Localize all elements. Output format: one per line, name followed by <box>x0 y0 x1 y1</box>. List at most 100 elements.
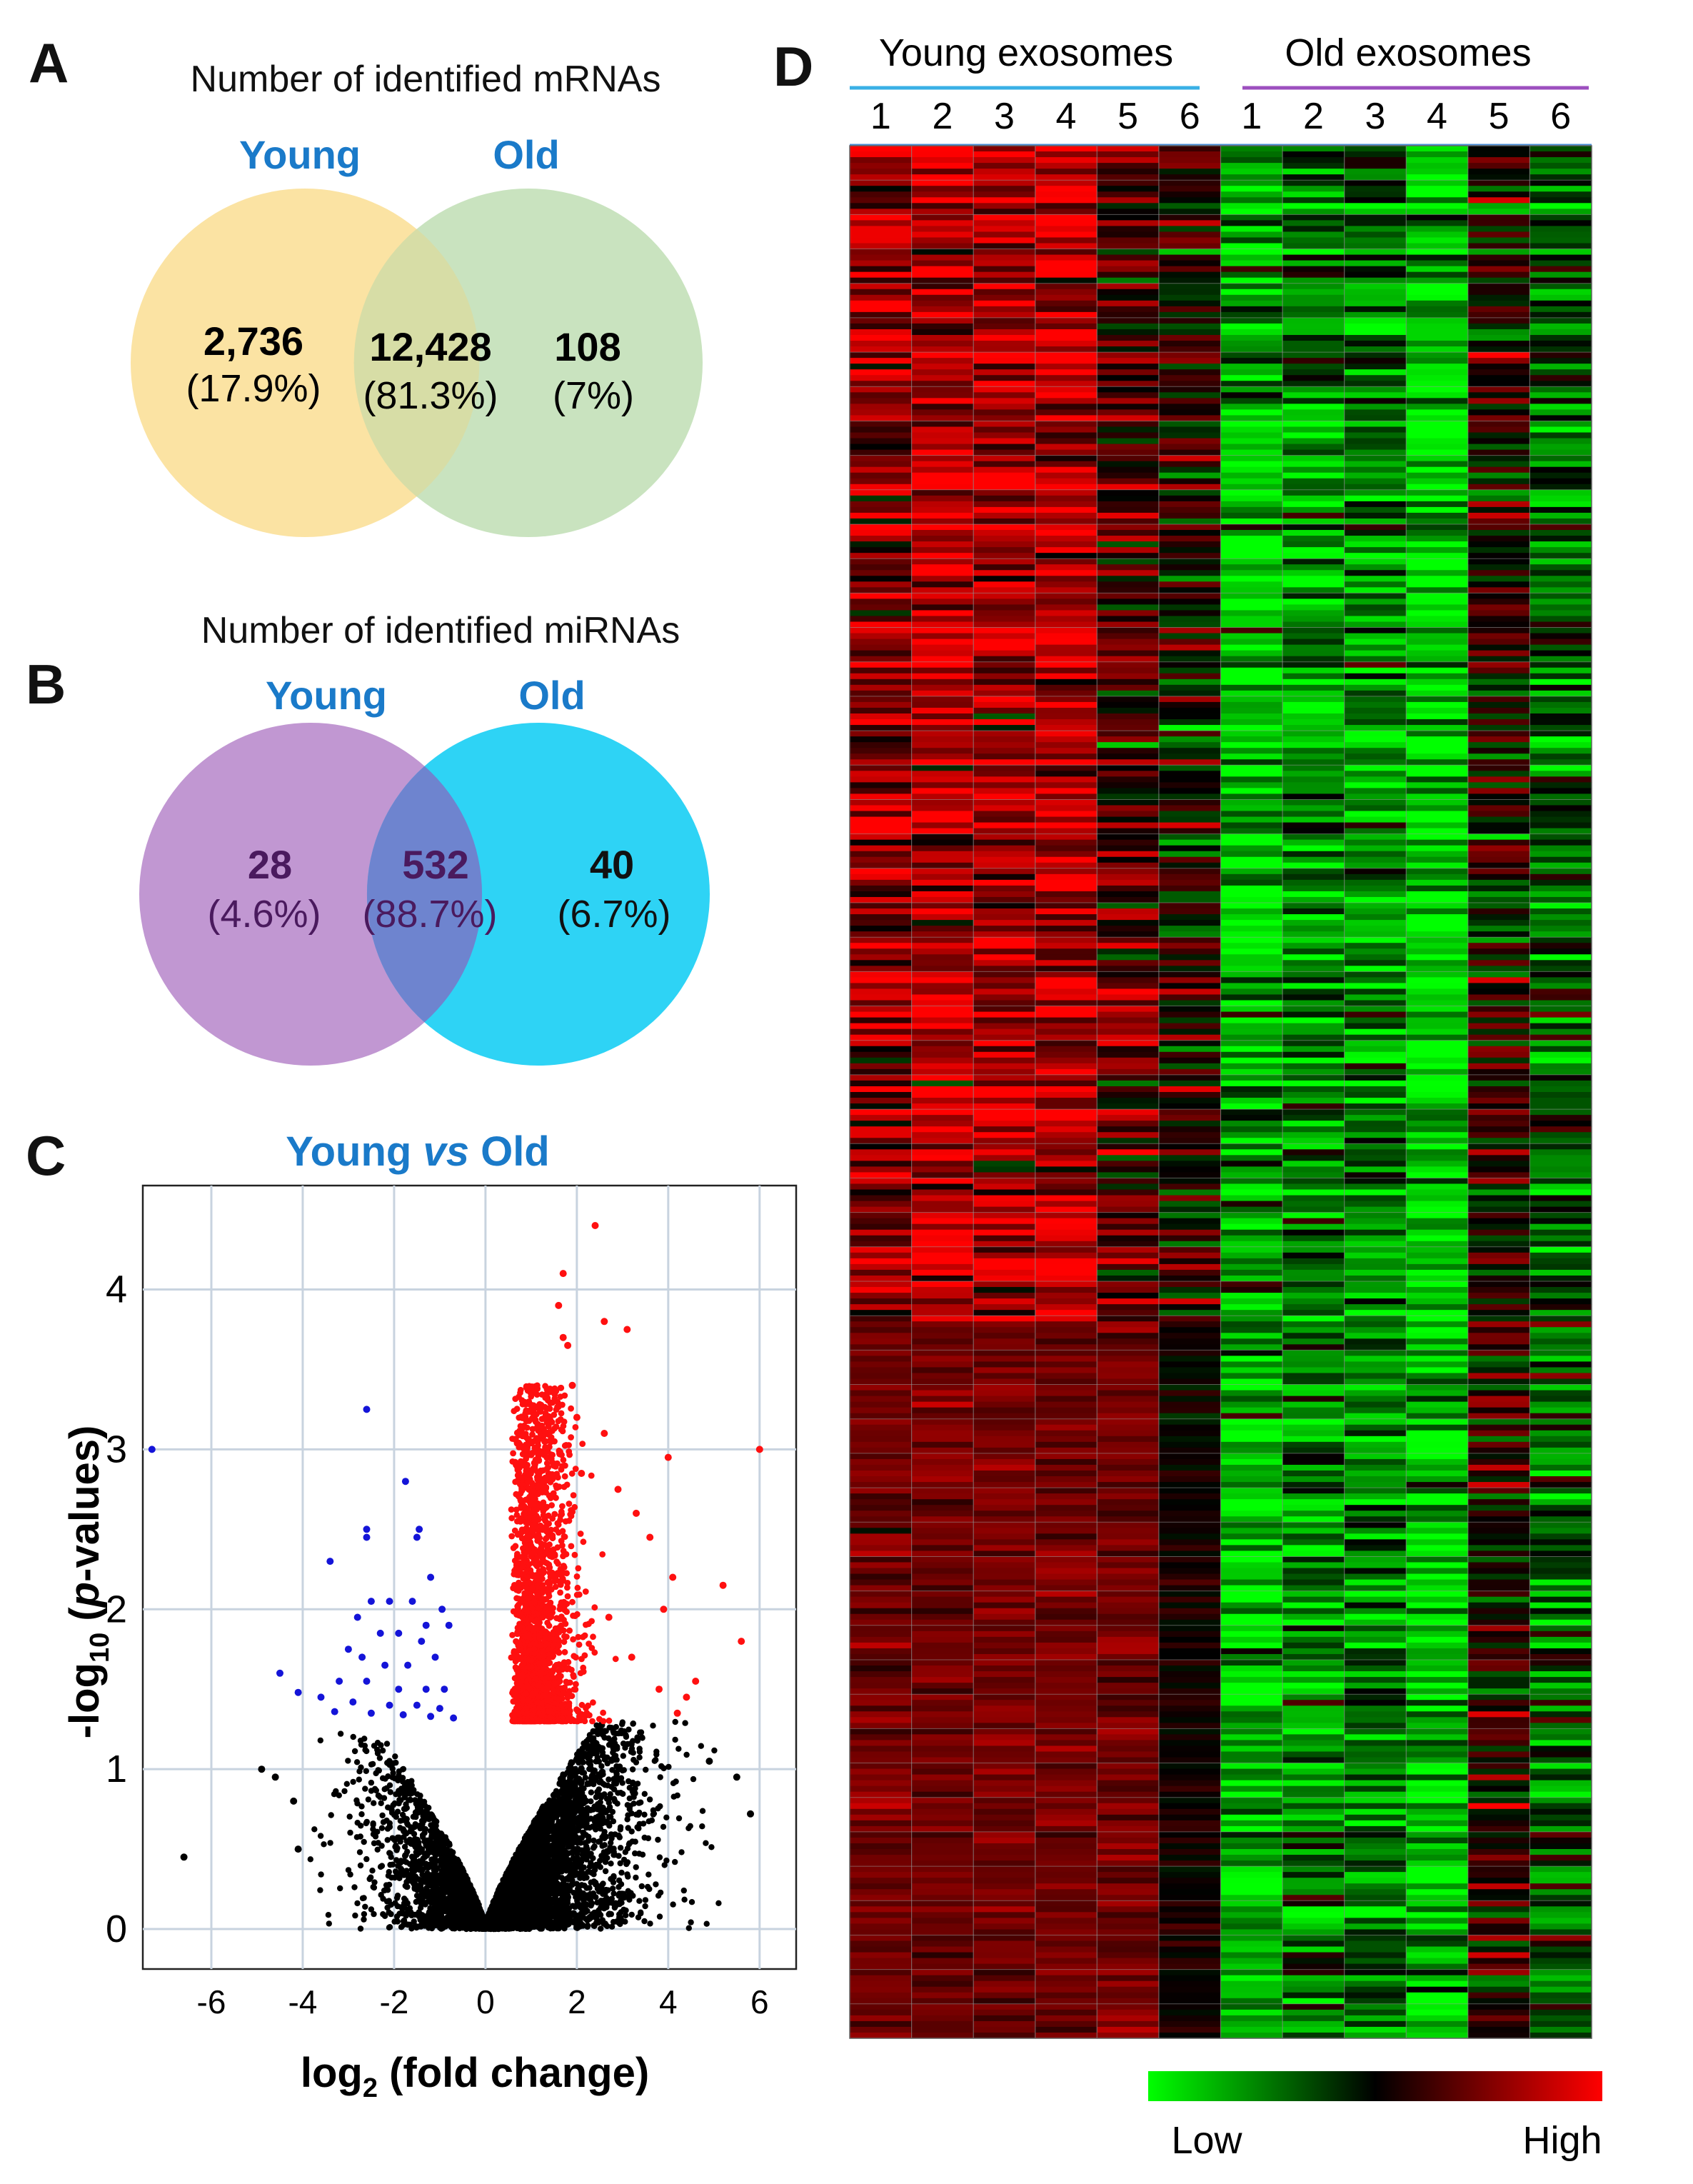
venn-a-shared-percent: (81.3%) <box>363 374 498 417</box>
volcano-point-not-significant <box>398 1924 405 1930</box>
volcano-point-not-significant <box>643 1766 649 1773</box>
volcano-point-not-significant <box>419 1871 426 1878</box>
volcano-point-not-significant <box>369 1868 376 1874</box>
volcano-point-not-significant <box>552 1897 558 1903</box>
volcano-point-not-significant <box>687 1823 693 1829</box>
volcano-point-not-significant <box>442 1848 448 1855</box>
volcano-point-not-significant <box>609 1885 616 1892</box>
volcano-point-not-significant <box>638 1799 644 1805</box>
volcano-point-not-significant <box>328 1812 334 1818</box>
volcano-point-not-significant <box>537 1925 543 1932</box>
volcano-points <box>148 1222 763 1933</box>
volcano-point-not-significant <box>413 1800 419 1807</box>
volcano-point-not-significant <box>641 1811 648 1818</box>
volcano-point-not-significant <box>602 1920 608 1927</box>
volcano-y-tick-label: 4 <box>106 1268 127 1311</box>
volcano-point-not-significant <box>403 1883 410 1890</box>
volcano-point-not-significant <box>600 1805 606 1811</box>
volcano-point-not-significant <box>672 1736 678 1743</box>
volcano-point-not-significant <box>363 1818 370 1825</box>
volcano-x-tick-label: 6 <box>750 1983 769 2020</box>
volcano-point-not-significant <box>573 1918 581 1924</box>
volcano-point-not-significant <box>382 1887 388 1893</box>
volcano-point-not-significant <box>588 1850 594 1857</box>
volcano-title-part-1: Young <box>286 1128 423 1175</box>
volcano-point-not-significant <box>650 1811 656 1818</box>
volcano-point-not-significant <box>574 1751 581 1758</box>
volcano-point-not-significant <box>606 1741 613 1748</box>
volcano-point-not-significant <box>420 1833 426 1840</box>
volcano-point-not-significant <box>359 1895 366 1902</box>
volcano-point-not-significant <box>593 1913 600 1920</box>
volcano-point-not-significant <box>352 1912 358 1919</box>
volcano-point-not-significant <box>547 1817 554 1823</box>
volcano-point-not-significant <box>628 1741 635 1748</box>
volcano-point-not-significant <box>579 1745 586 1752</box>
volcano-point-not-significant <box>657 1803 663 1810</box>
volcano-point-not-significant <box>573 1923 580 1930</box>
volcano-point-not-significant <box>632 1850 638 1857</box>
volcano-point-not-significant <box>625 1825 631 1831</box>
volcano-point-not-significant <box>591 1781 597 1788</box>
volcano-point-not-significant <box>411 1911 418 1918</box>
volcano-point-not-significant <box>365 1796 372 1803</box>
volcano-point-not-significant <box>578 1835 585 1841</box>
volcano-point-not-significant <box>374 1746 381 1753</box>
volcano-point-not-significant <box>422 1825 428 1833</box>
volcano-point-not-significant <box>357 1862 364 1869</box>
volcano-point-not-significant <box>379 1812 386 1819</box>
volcano-point-not-significant <box>385 1773 391 1780</box>
venn-a-young-percent: (17.9%) <box>186 367 321 410</box>
volcano-point-not-significant <box>575 1901 582 1908</box>
volcano-point-not-significant <box>641 1790 648 1797</box>
volcano-point-not-significant <box>385 1873 392 1879</box>
volcano-point-not-significant <box>345 1867 352 1873</box>
volcano-point-not-significant <box>561 1808 567 1815</box>
volcano-point-not-significant <box>354 1900 361 1907</box>
volcano-point-not-significant <box>501 1923 508 1930</box>
volcano-point-not-significant <box>318 1871 324 1878</box>
volcano-point-not-significant <box>556 1823 563 1829</box>
volcano-point-not-significant <box>593 1758 599 1765</box>
volcano-point-not-significant <box>346 1813 353 1820</box>
volcano-point-not-significant <box>343 1780 350 1787</box>
volcano-point-not-significant <box>363 1855 370 1863</box>
volcano-point-not-significant <box>361 1916 367 1923</box>
volcano-point-not-significant <box>385 1760 392 1767</box>
volcano-point-not-significant <box>345 1758 351 1764</box>
volcano-point-not-significant <box>356 1776 362 1783</box>
volcano-point-not-significant <box>368 1906 375 1913</box>
volcano-point-not-significant <box>383 1740 391 1747</box>
venn-b-old-count: 40 <box>590 842 634 887</box>
venn-a-shared-count: 12,428 <box>369 324 491 369</box>
volcano-point-not-significant <box>588 1915 594 1921</box>
volcano-point-not-significant <box>626 1840 633 1847</box>
venn-b-shared-percent: (88.7%) <box>362 893 497 936</box>
volcano-point-not-significant <box>628 1748 635 1755</box>
volcano-point-not-significant <box>407 1796 413 1803</box>
volcano-point-not-significant <box>420 1855 426 1862</box>
volcano-point-not-significant <box>665 1763 672 1770</box>
volcano-point-not-significant <box>558 1868 565 1875</box>
volcano-point-not-significant <box>400 1790 406 1796</box>
volcano-point-not-significant <box>317 1887 323 1893</box>
volcano-point-not-significant <box>606 1813 613 1820</box>
volcano-point-not-significant <box>588 1903 594 1909</box>
volcano-point-not-significant <box>369 1760 376 1768</box>
volcano-point-not-significant <box>584 1922 591 1929</box>
volcano-point-not-significant <box>431 1908 438 1915</box>
volcano-point-not-significant <box>611 1845 617 1852</box>
volcano-point-not-significant <box>641 1918 648 1925</box>
volcano-point-not-significant <box>618 1881 625 1888</box>
volcano-point-not-significant <box>683 1751 690 1758</box>
volcano-point-not-significant <box>600 1771 606 1778</box>
volcano-point-not-significant <box>642 1903 648 1910</box>
volcano-point-not-significant <box>698 1743 704 1749</box>
volcano-point-not-significant <box>354 1800 361 1807</box>
volcano-point-not-significant <box>650 1807 657 1813</box>
volcano-point-not-significant <box>393 1913 401 1920</box>
volcano-point-not-significant <box>581 1770 588 1776</box>
volcano-point-not-significant <box>613 1770 620 1778</box>
volcano-point-not-significant <box>628 1911 635 1918</box>
